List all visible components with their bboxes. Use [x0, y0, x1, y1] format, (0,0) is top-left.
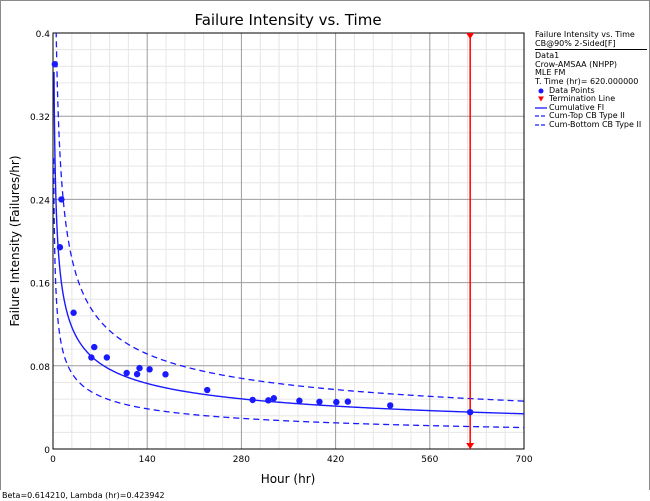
data-point: [123, 369, 130, 377]
x-axis-label: Hour (hr): [261, 472, 316, 486]
data-point: [270, 395, 278, 402]
termination-marker-bottom: [466, 443, 475, 449]
legend-label: Cum-Bottom CB Type II: [549, 119, 642, 129]
legend-model: Crow-AMSAA (NHPP): [535, 59, 618, 69]
grid: [52, 32, 525, 450]
triangle-down-icon: [538, 96, 544, 102]
curves: [53, 33, 524, 429]
legend-title-2: CB@90% 2-Sided[F]: [535, 39, 647, 51]
legend-item-cum-top-cb: Cum-Top CB Type II: [535, 112, 647, 121]
plot-border: [52, 32, 525, 450]
legend-item-termination-line: Termination Line: [535, 94, 647, 104]
data-point: [249, 396, 256, 404]
data-point: [296, 397, 303, 404]
chart: Failure Intensity vs. Time 0 0.08 0.16 0.24…: [8, 11, 533, 486]
data-point: [103, 354, 111, 361]
x-tick-label: 280: [233, 455, 250, 465]
dashed-line-icon: [535, 124, 547, 126]
x-tick-label: 0: [50, 455, 56, 465]
data-point: [204, 386, 211, 394]
series-cumulative-fi: [53, 71, 524, 415]
legend-term-time: T. Time (hr)= 620.000000: [535, 76, 639, 86]
x-tick-label: 140: [139, 455, 156, 465]
termination-marker-top: [466, 33, 475, 39]
data-point: [136, 364, 143, 372]
dot-icon: [538, 88, 544, 94]
legend-data-name: Data1: [535, 51, 560, 61]
legend-label: Cum-Top CB Type II: [549, 111, 625, 121]
data-point: [70, 309, 77, 316]
y-tick-label: 0.16: [30, 280, 50, 290]
x-tick-label: 560: [421, 455, 438, 465]
data-point: [387, 402, 394, 409]
x-tick-label: 700: [515, 455, 532, 465]
y-tick-label: 0.24: [30, 196, 50, 206]
data-point: [466, 408, 474, 416]
chart-title: Failure Intensity vs. Time: [194, 11, 381, 29]
legend-title-1: Failure Intensity vs. Time: [535, 30, 635, 39]
data-point: [316, 398, 323, 405]
data-point: [51, 61, 59, 68]
x-tick-labels: 0 140 280 420 560 700: [50, 455, 533, 465]
dashed-line-icon: [535, 115, 547, 117]
legend: Failure Intensity vs. Time CB@90% 2-Side…: [535, 30, 647, 130]
y-tick-label: 0: [44, 446, 50, 456]
status-bar: Beta=0.614210, Lambda (hr)=0.423942: [0, 490, 650, 501]
legend-method: MLE FM: [535, 68, 566, 78]
legend-label: Data Points: [549, 85, 595, 95]
legend-item-cum-bottom-cb: Cum-Bottom CB Type II: [535, 119, 647, 130]
y-tick-label: 0.32: [30, 113, 50, 123]
data-point: [133, 370, 141, 378]
data-point: [333, 398, 340, 406]
plot-area: [51, 33, 524, 449]
y-tick-labels: 0 0.08 0.16 0.24 0.32 0.4: [30, 30, 50, 456]
y-tick-label: 0.08: [30, 363, 50, 373]
data-point: [162, 371, 169, 378]
legend-label: Cumulative FI: [549, 102, 605, 112]
data-point: [58, 196, 65, 203]
data-point: [265, 397, 272, 404]
legend-item-data-points: Data Points: [535, 85, 647, 96]
data-point: [146, 366, 153, 373]
series-cum-bottom-cb: [53, 158, 524, 429]
legend-label: Termination Line: [549, 94, 616, 104]
data-point: [344, 398, 352, 405]
data-point: [88, 354, 95, 361]
data-point: [91, 343, 98, 351]
data-point: [56, 244, 64, 251]
y-tick-label: 0.4: [36, 30, 51, 40]
series-cum-top-cb: [55, 33, 524, 402]
y-axis-label: Failure Intensity (Failures/hr): [8, 155, 22, 326]
legend-item-cumulative-fi: Cumulative FI: [535, 102, 647, 113]
solid-line-icon: [535, 107, 547, 109]
x-tick-label: 420: [327, 455, 344, 465]
